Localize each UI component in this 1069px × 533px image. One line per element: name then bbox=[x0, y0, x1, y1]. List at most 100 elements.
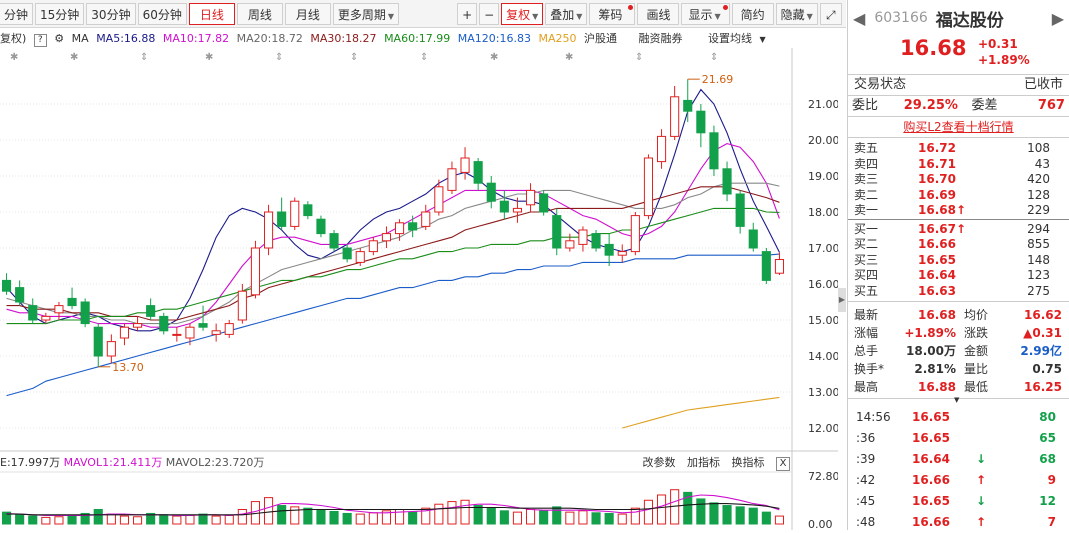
ask-volume: 43 bbox=[1034, 156, 1050, 171]
candle-body bbox=[539, 193, 549, 213]
fullscreen-icon[interactable]: ⤢ bbox=[819, 2, 842, 25]
bid-price-value: 16.67 bbox=[918, 221, 956, 236]
ma250-value: MA250 bbox=[538, 32, 577, 45]
volume-bar bbox=[722, 505, 732, 525]
candle-body bbox=[578, 229, 588, 245]
bid-level-label: 买一 bbox=[854, 221, 879, 236]
stat-label: 涨幅 bbox=[854, 326, 879, 340]
bid-row[interactable]: 买四 16.64 123 bbox=[848, 268, 1069, 284]
candle-body bbox=[290, 200, 300, 227]
down-arrow-icon: ↓ bbox=[976, 452, 987, 466]
hgt-button[interactable]: 沪股通 bbox=[584, 32, 618, 45]
candle-body bbox=[132, 323, 143, 328]
rzrq-button[interactable]: 融资融券 bbox=[638, 32, 683, 45]
volume-bar bbox=[316, 509, 326, 525]
candle-body bbox=[303, 204, 313, 217]
switch-indicator-button[interactable]: 换指标 bbox=[731, 456, 765, 469]
volume-bar bbox=[748, 507, 758, 525]
gear-icon[interactable]: ⚙ bbox=[54, 32, 65, 45]
tab-30min[interactable]: 30分钟 bbox=[86, 2, 136, 25]
tick-volume: 12 bbox=[1039, 494, 1056, 508]
ask-row[interactable]: 卖五 16.72 108 bbox=[848, 141, 1069, 157]
tab-weekly[interactable]: 周线 bbox=[236, 2, 283, 25]
fuquan-label: 复权 bbox=[506, 7, 531, 22]
candle-body bbox=[709, 132, 719, 170]
hide-dropdown[interactable]: 隐藏 ▼ bbox=[775, 2, 818, 25]
stat-value: 16.25 bbox=[1024, 380, 1062, 394]
stat-row: 换手* 2.81% 量比 0.75 bbox=[848, 360, 1069, 378]
ask-volume: 108 bbox=[1027, 141, 1050, 155]
draw-line-button[interactable]: 画线 bbox=[637, 2, 680, 25]
bid-level-label: 买五 bbox=[854, 283, 879, 298]
bid-row[interactable]: 买二 16.66 855 bbox=[848, 237, 1069, 253]
ma120-value: MA120:16.83 bbox=[457, 32, 531, 45]
volume-bar bbox=[290, 506, 300, 525]
candle-body bbox=[185, 326, 195, 339]
event-marker: ✱ bbox=[10, 52, 18, 63]
candle-body bbox=[54, 305, 64, 314]
tab-60min[interactable]: 60分钟 bbox=[137, 2, 187, 25]
ask-price: 16.71 bbox=[918, 157, 980, 173]
ask-volume: 128 bbox=[1027, 187, 1050, 202]
tab-monthly[interactable]: 月线 bbox=[284, 2, 331, 25]
candle-body bbox=[656, 135, 667, 163]
overlay-dropdown[interactable]: 叠加 ▼ bbox=[545, 2, 588, 25]
price-tick-label: 14.00 bbox=[808, 350, 838, 363]
display-dropdown[interactable]: 显示 ▼ bbox=[681, 2, 730, 25]
change-param-button[interactable]: 改参数 bbox=[642, 456, 676, 469]
volume-bar bbox=[329, 510, 339, 525]
tick-time: :39 bbox=[856, 452, 876, 466]
trade-status-value: 已收市 bbox=[1023, 77, 1063, 92]
candle-body bbox=[80, 301, 90, 325]
candle-body bbox=[630, 215, 640, 253]
add-indicator-button[interactable]: 加指标 bbox=[687, 456, 720, 469]
candle-body bbox=[1, 279, 12, 292]
ask-row[interactable]: 卖一 16.68↑ 229 bbox=[848, 203, 1069, 219]
prev-stock-icon[interactable]: ◀ bbox=[853, 8, 866, 28]
candle-body bbox=[355, 251, 365, 263]
candle-body bbox=[394, 222, 405, 235]
weibi-value: 29.25% bbox=[903, 98, 958, 113]
candle-body bbox=[15, 287, 25, 303]
stock-name: 福达股份 bbox=[935, 10, 1004, 31]
volume-bar bbox=[106, 513, 116, 525]
kline-chart[interactable]: 12.00 13.00 14.00 15.00 16.00 17.00 18.00 19.00… bbox=[0, 48, 838, 530]
tab-daily[interactable]: 日线 bbox=[188, 2, 235, 25]
bid-volume: 855 bbox=[1027, 237, 1050, 251]
candle-body bbox=[696, 110, 706, 134]
bid-row[interactable]: 买三 16.65 148 bbox=[848, 253, 1069, 269]
tab-minute[interactable]: 分钟 bbox=[0, 2, 34, 25]
ticks-scroll-handle[interactable]: ▼ bbox=[848, 396, 1069, 407]
stat-label: 总手 bbox=[854, 344, 879, 358]
candle-body bbox=[381, 233, 392, 242]
candle-body bbox=[67, 297, 77, 307]
volume-bar bbox=[408, 511, 418, 525]
ma-label: MA bbox=[71, 32, 89, 45]
ask-row[interactable]: 卖二 16.69 128 bbox=[848, 188, 1069, 204]
chips-button[interactable]: 筹码 bbox=[589, 2, 636, 25]
stat-value: 16.68 bbox=[918, 308, 956, 322]
l2-upgrade-link[interactable]: 购买L2查看十档行情 bbox=[848, 116, 1069, 138]
stat-label: 最新 bbox=[854, 308, 879, 322]
stat-row: 最新 16.68 均价 16.62 bbox=[848, 306, 1069, 324]
volume-bar bbox=[67, 514, 77, 525]
question-icon[interactable]: ? bbox=[33, 34, 47, 47]
set-ma-button[interactable]: 设置均线 bbox=[708, 32, 753, 45]
ask-row[interactable]: 卖三 16.70 420 bbox=[848, 172, 1069, 188]
tab-15min[interactable]: 15分钟 bbox=[35, 2, 85, 25]
collapse-panel-handle[interactable]: ▶ bbox=[838, 288, 846, 312]
caret-down-icon: ▼ bbox=[806, 11, 813, 21]
close-icon[interactable]: X bbox=[776, 457, 790, 471]
fuquan-dropdown[interactable]: 复权 ▼ bbox=[501, 2, 544, 25]
bid-row[interactable]: 买一 16.67↑ 294 bbox=[848, 222, 1069, 238]
next-stock-icon[interactable]: ▶ bbox=[1051, 8, 1064, 28]
zoom-in-button[interactable]: + bbox=[457, 2, 478, 25]
down-arrow-icon bbox=[976, 428, 996, 449]
more-periods-dropdown[interactable]: 更多周期 ▼ bbox=[332, 2, 400, 25]
zoom-out-button[interactable]: − bbox=[479, 2, 500, 25]
ma5-line bbox=[6, 88, 780, 332]
event-marker: ⇕ bbox=[140, 52, 148, 63]
simple-mode-button[interactable]: 简约 bbox=[731, 2, 774, 25]
ask-row[interactable]: 卖四 16.71 43 bbox=[848, 157, 1069, 173]
bid-row[interactable]: 买五 16.63 275 bbox=[848, 284, 1069, 300]
